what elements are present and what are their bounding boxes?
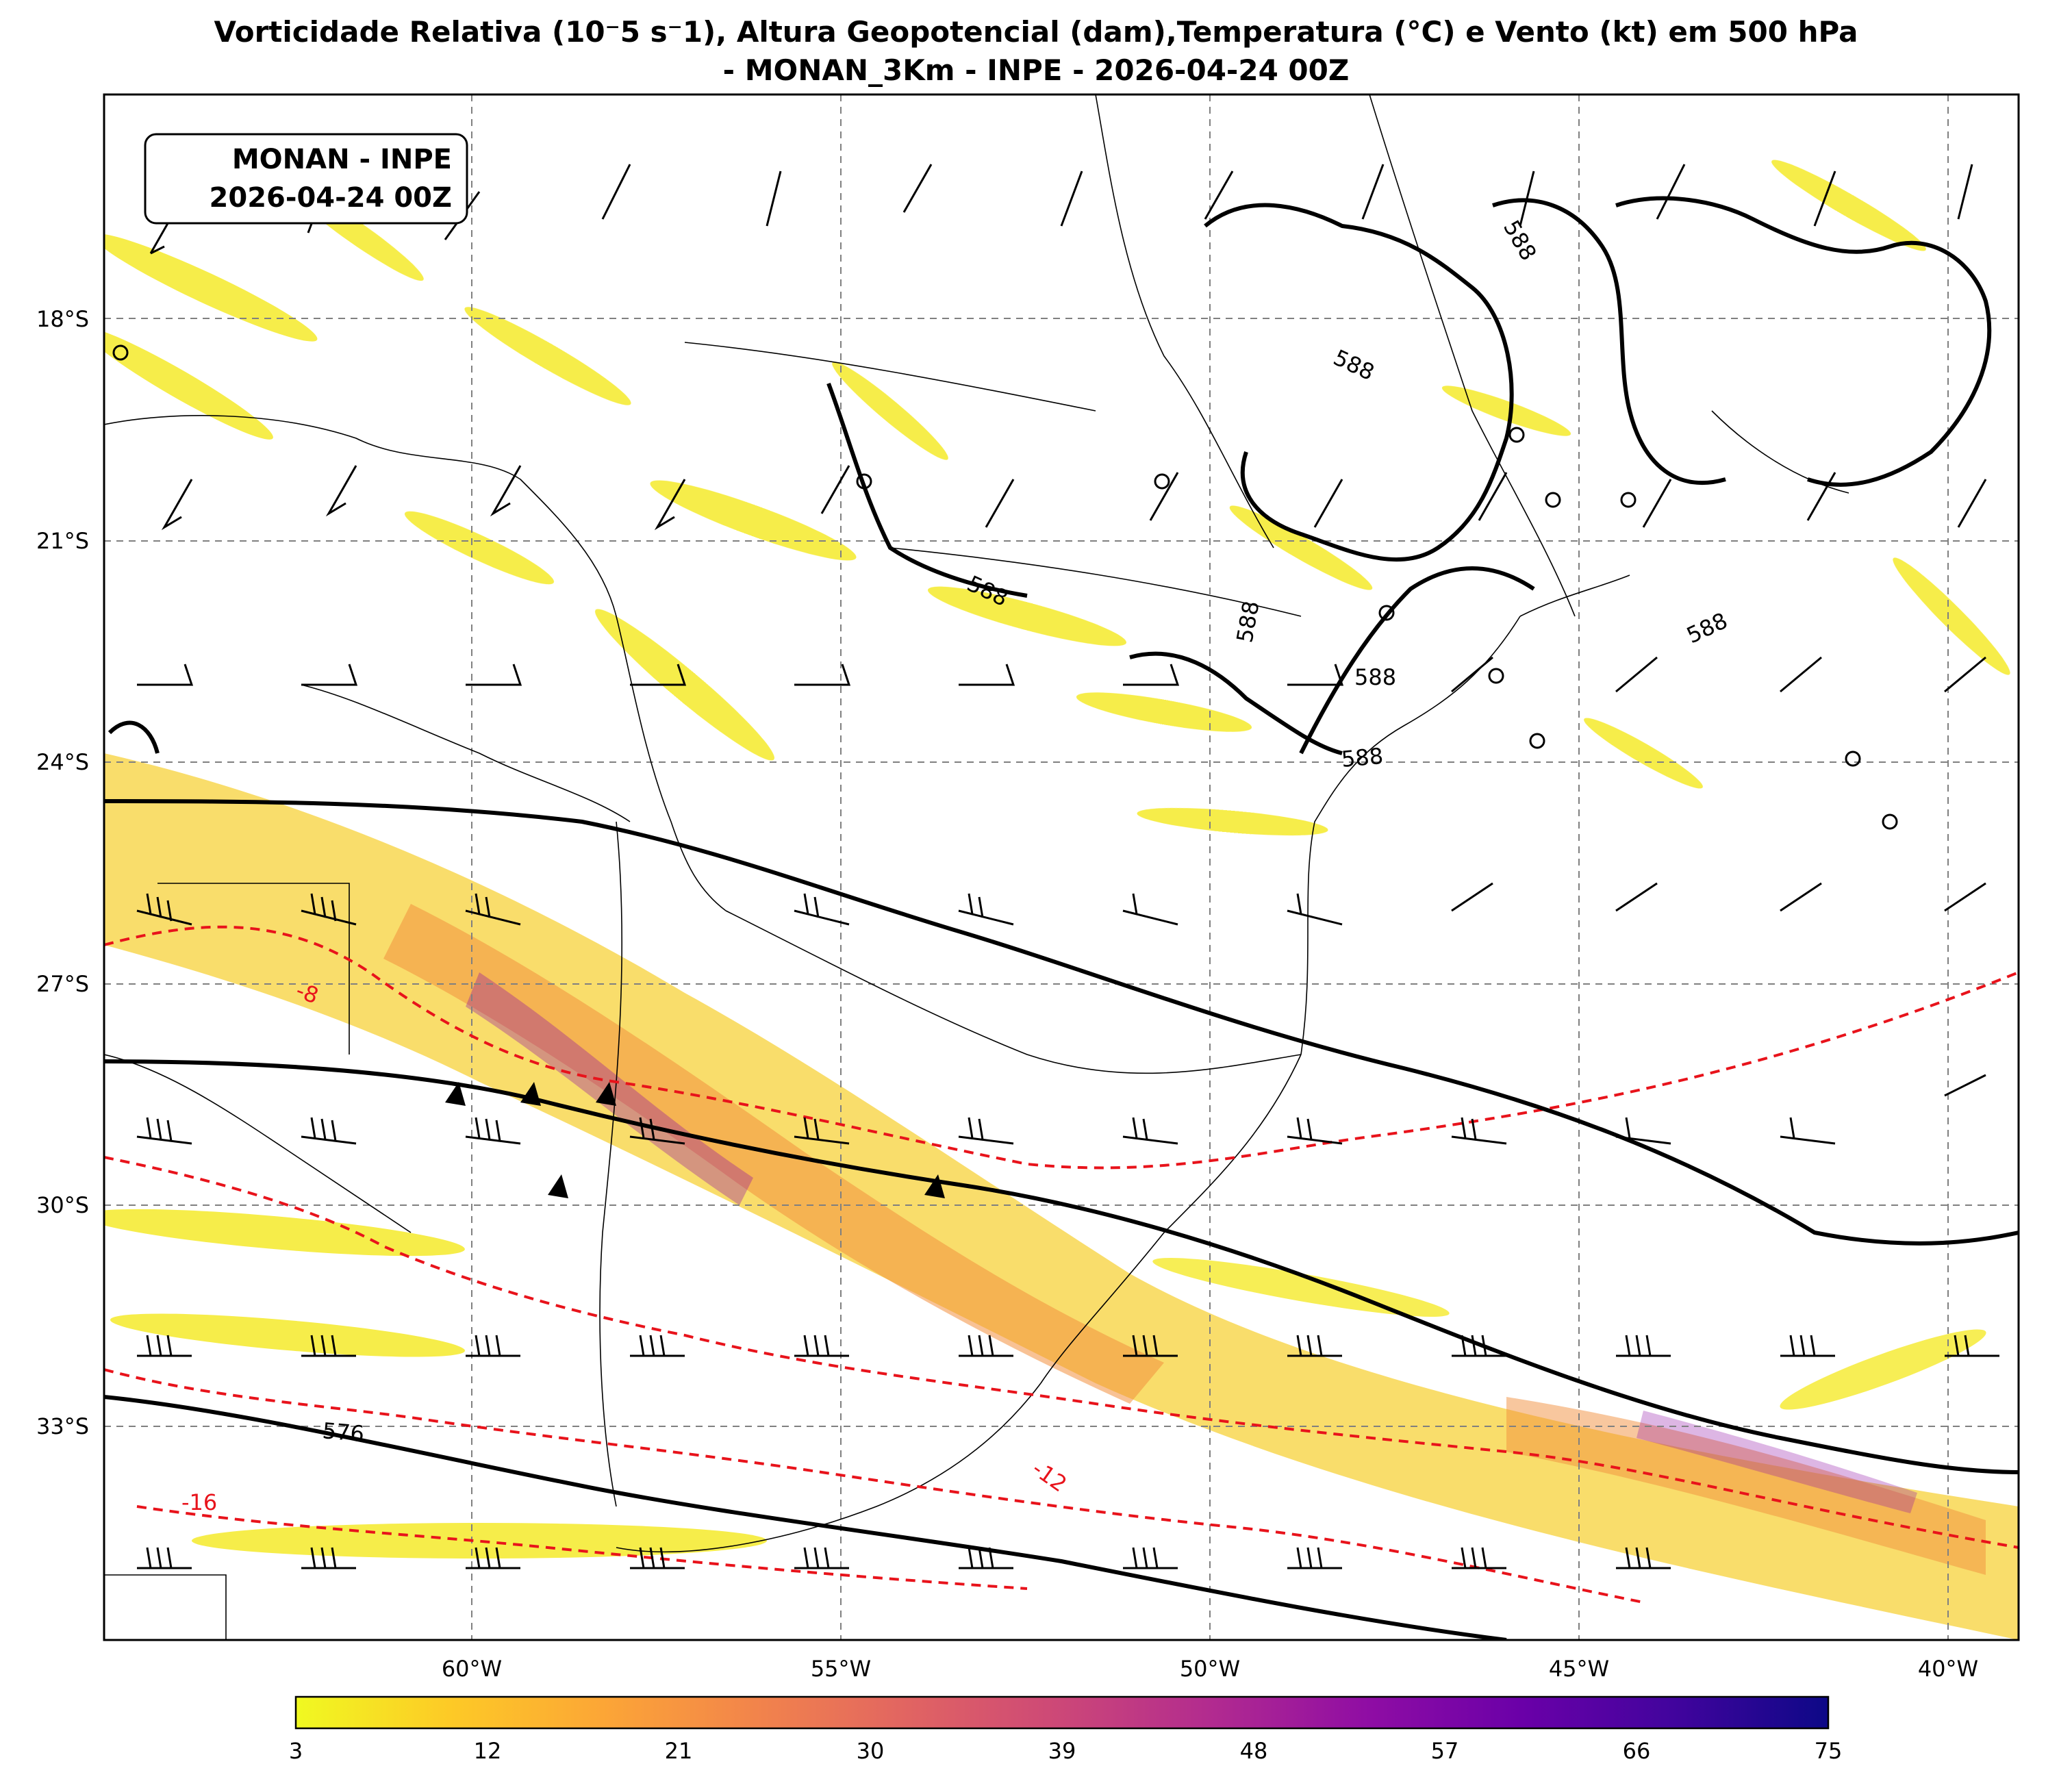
vorticity-field-north bbox=[104, 160, 2010, 836]
vorticity-field-band bbox=[104, 753, 2019, 1640]
political-borders bbox=[104, 94, 1849, 1640]
contour-label-temp-16: -16 bbox=[181, 1489, 217, 1515]
contour-label-588-e: 588 bbox=[1354, 664, 1396, 690]
colorbar-tick-75: 75 bbox=[1815, 1738, 1843, 1764]
wind-barbs bbox=[136, 164, 1999, 1569]
chart-title-line1: Vorticidade Relativa (10⁻5 s⁻1), Altura … bbox=[214, 15, 1858, 49]
lat-label-27s: 27°S bbox=[36, 971, 89, 997]
contour-label-temp-12: -12 bbox=[1027, 1455, 1072, 1497]
colorbar: 3 12 21 30 39 48 57 66 75 bbox=[289, 1695, 1843, 1764]
model-label-line1: MONAN - INPE bbox=[232, 144, 452, 175]
colorbar-tick-3: 3 bbox=[289, 1738, 303, 1764]
lon-label-60w: 60°W bbox=[442, 1656, 502, 1682]
colorbar-tick-12: 12 bbox=[474, 1738, 502, 1764]
lat-label-24s: 24°S bbox=[36, 749, 89, 775]
lon-label-40w: 40°W bbox=[1918, 1656, 1978, 1682]
colorbar-tick-48: 48 bbox=[1240, 1738, 1268, 1764]
longitude-labels: 60°W 55°W 50°W 45°W 40°W bbox=[442, 1656, 1978, 1682]
colorbar-tick-66: 66 bbox=[1623, 1738, 1651, 1764]
graticule bbox=[104, 94, 2019, 1640]
lon-label-45w: 45°W bbox=[1549, 1656, 1609, 1682]
contour-label-588-g: 588 bbox=[1682, 607, 1731, 648]
lat-label-33s: 33°S bbox=[36, 1413, 89, 1439]
latitude-labels: 18°S 21°S 24°S 27°S 30°S 33°S bbox=[36, 306, 89, 1439]
contour-label-576: 576 bbox=[321, 1417, 365, 1447]
lon-label-50w: 50°W bbox=[1180, 1656, 1240, 1682]
lat-label-18s: 18°S bbox=[36, 306, 89, 332]
model-label-box: MONAN - INPE 2026-04-24 00Z bbox=[144, 133, 468, 225]
height-contours bbox=[104, 196, 2019, 1640]
lat-label-21s: 21°S bbox=[36, 528, 89, 554]
map-frame bbox=[103, 93, 2020, 1641]
colorbar-tick-39: 39 bbox=[1048, 1738, 1076, 1764]
colorbar-tick-30: 30 bbox=[857, 1738, 885, 1764]
temperature-contours bbox=[104, 925, 2019, 1604]
contour-label-588-a: 588 bbox=[1498, 216, 1541, 265]
lon-label-55w: 55°W bbox=[811, 1656, 871, 1682]
colorbar-ticks: 3 12 21 30 39 48 57 66 75 bbox=[289, 1738, 1843, 1764]
colorbar-tick-21: 21 bbox=[665, 1738, 693, 1764]
chart-title-line2: - MONAN_3Km - INPE - 2026-04-24 00Z bbox=[722, 53, 1350, 87]
contour-label-588-d: 588 bbox=[1231, 599, 1264, 645]
lat-label-30s: 30°S bbox=[36, 1192, 89, 1218]
calm-markers bbox=[112, 344, 1898, 830]
contour-label-588-b: 588 bbox=[1330, 344, 1378, 386]
colorbar-gradient bbox=[294, 1695, 1830, 1730]
colorbar-tick-57: 57 bbox=[1431, 1738, 1459, 1764]
wind-pennants bbox=[445, 1082, 945, 1198]
model-label-line2: 2026-04-24 00Z bbox=[210, 182, 452, 214]
contour-label-588-f: 588 bbox=[1340, 743, 1384, 772]
